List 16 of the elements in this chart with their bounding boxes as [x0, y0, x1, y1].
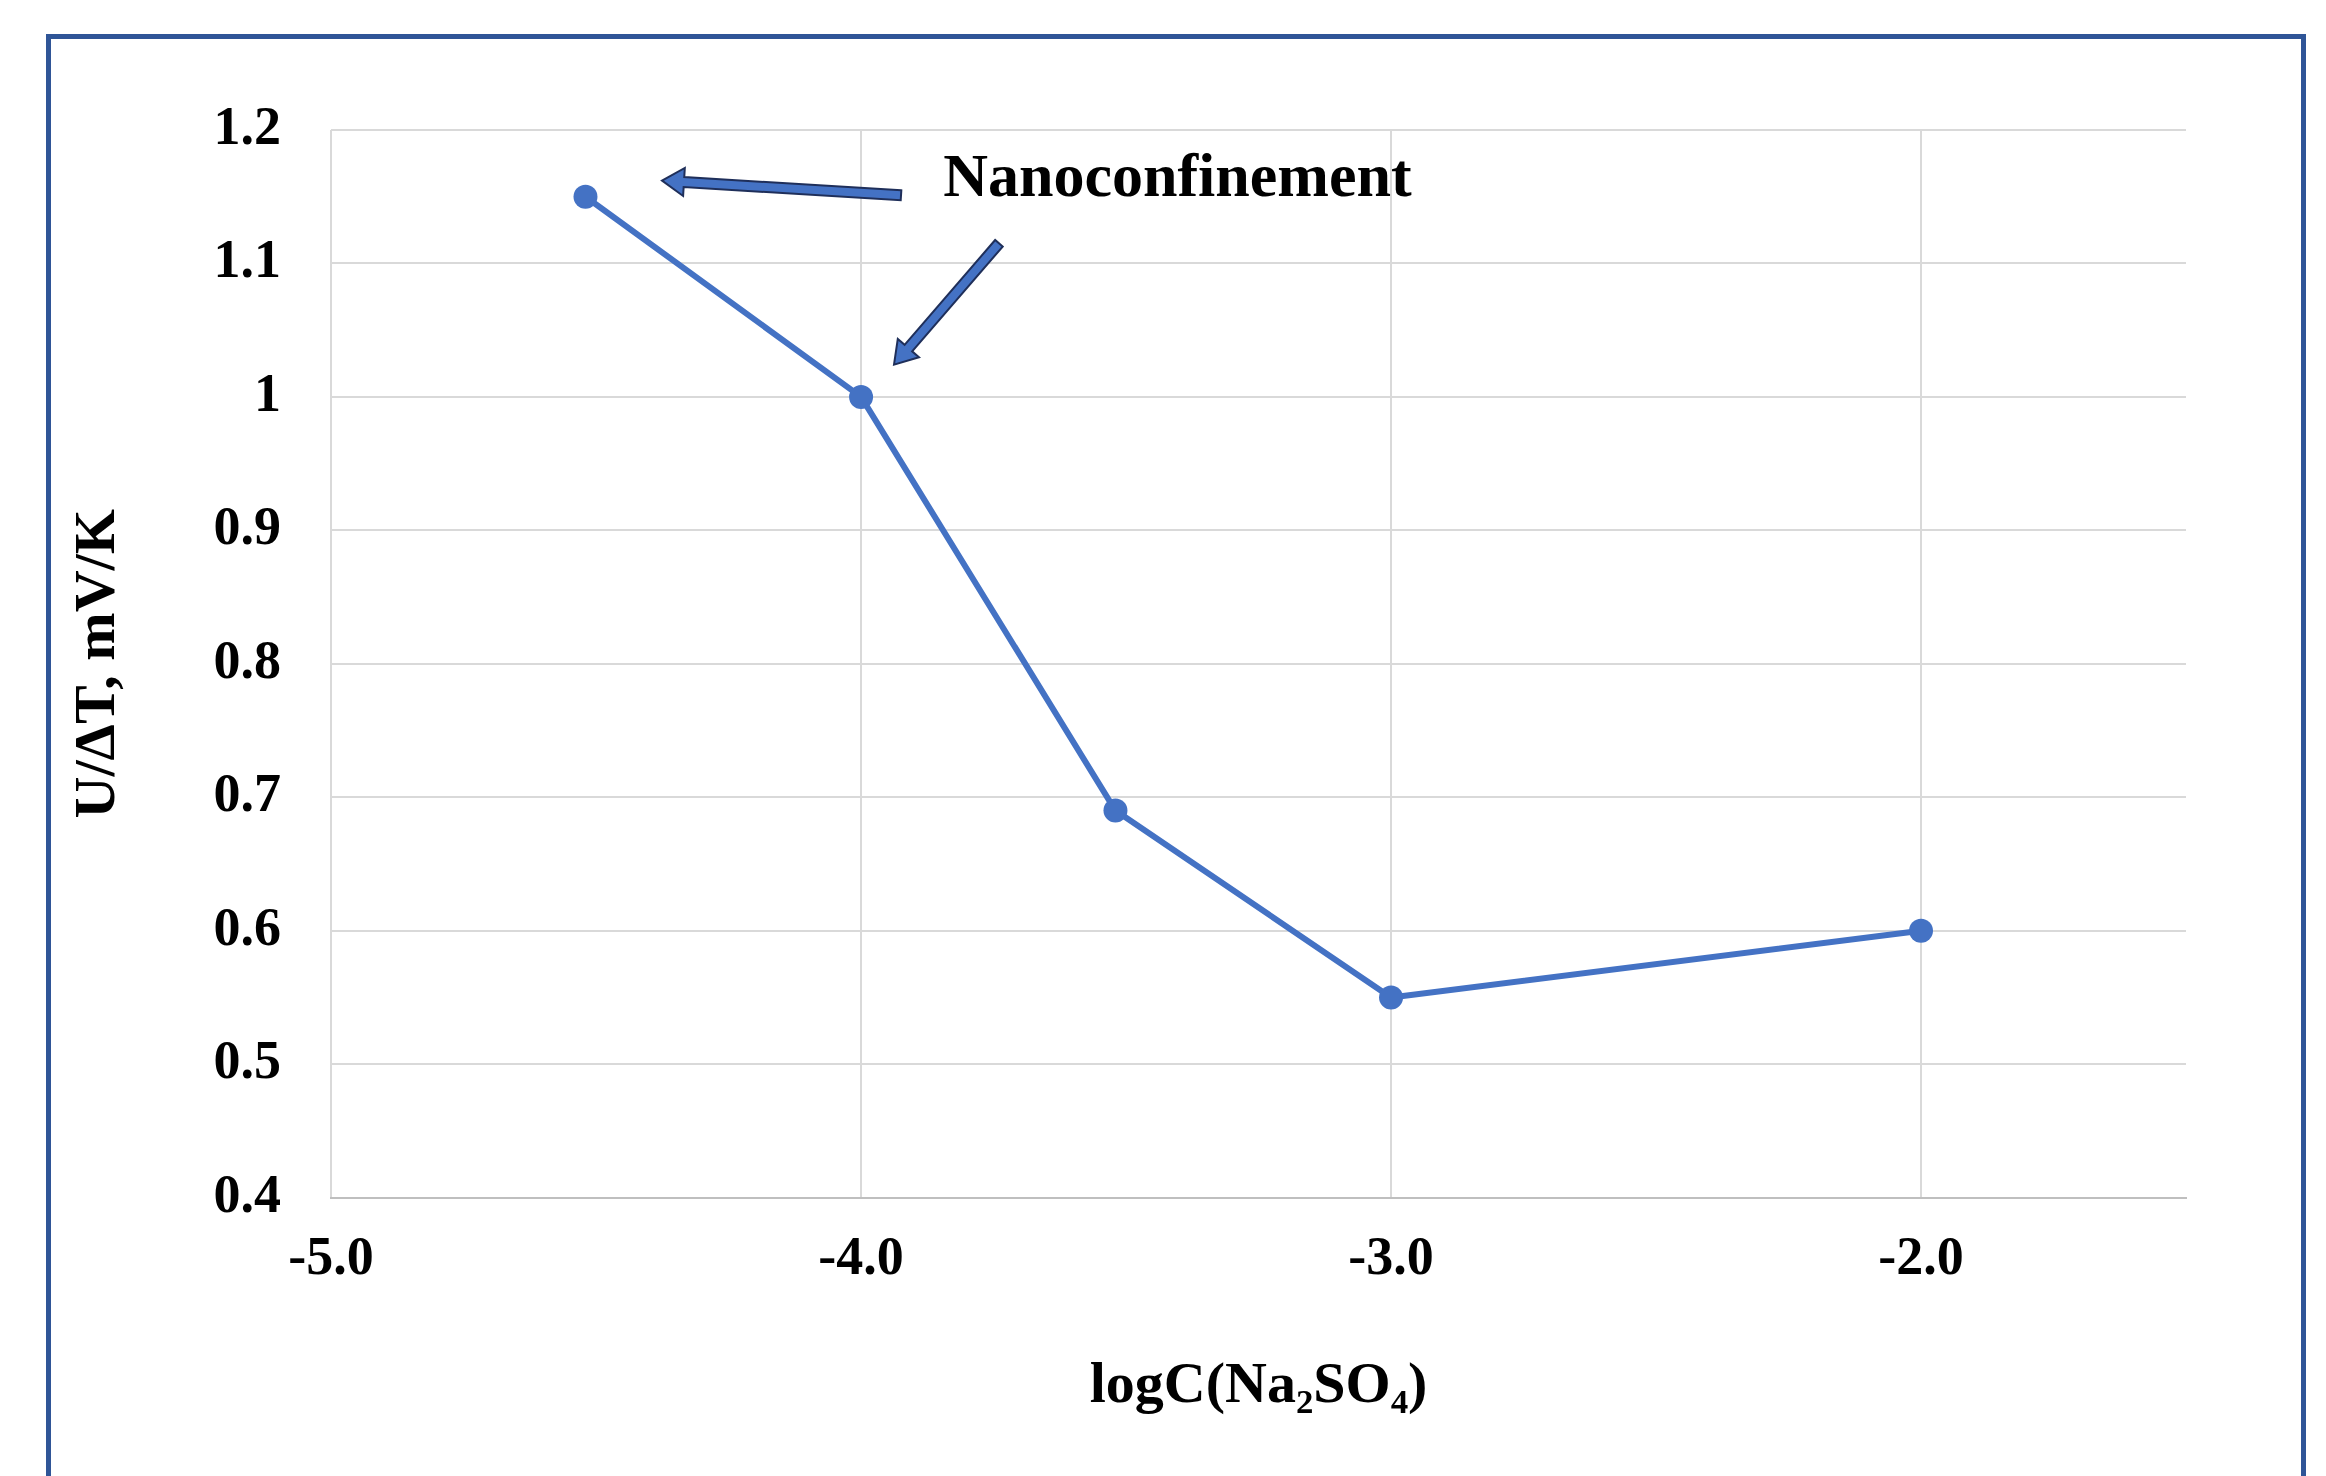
y-tick-label: 0.8 — [213, 629, 282, 690]
x-axis-title: logC(Na₂SO₄) — [1089, 1350, 1428, 1416]
x-tick-label: -2.0 — [1878, 1225, 1964, 1286]
y-tick-label: 0.5 — [213, 1030, 282, 1091]
x-tick-label: -5.0 — [288, 1225, 374, 1286]
y-axis-title: U/ΔT, mV/K — [61, 509, 127, 819]
x-tick-label: -3.0 — [1348, 1225, 1434, 1286]
y-tick-label: 0.6 — [213, 896, 282, 957]
y-tick-label: 0.4 — [213, 1163, 282, 1224]
y-tick-label: 0.9 — [213, 496, 282, 557]
y-tick-label: 1.2 — [213, 95, 282, 156]
y-tick-label: 1.1 — [213, 229, 282, 290]
y-tick-label: 0.7 — [213, 763, 282, 824]
annotation: Nanoconfinement — [943, 141, 1412, 210]
y-tick-label: 1 — [254, 362, 282, 423]
x-tick-label: -4.0 — [818, 1225, 904, 1286]
